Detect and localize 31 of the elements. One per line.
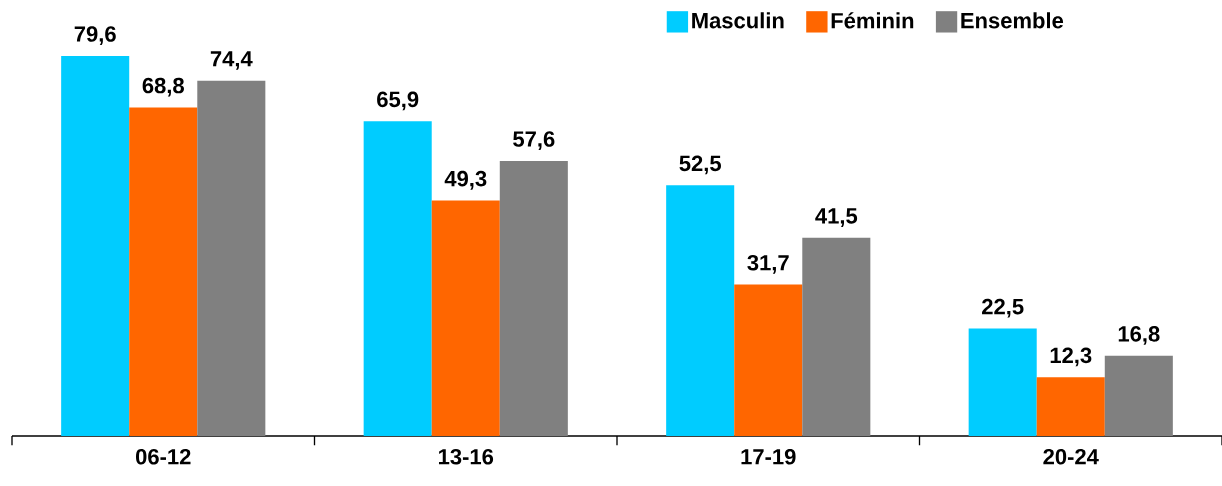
data-label: 79,6 [74,26,116,45]
legend-label: Féminin [831,12,914,29]
data-label: 57,6 [513,131,555,151]
data-label: 74,4 [210,51,253,70]
x-tick-label: 17-19 [741,448,796,465]
bar [1104,355,1173,436]
bar [734,284,803,436]
bar [666,185,735,436]
data-label: 22,5 [982,298,1024,318]
data-label: 68,8 [142,77,184,97]
bar [1036,377,1105,436]
data-label: 31,7 [747,254,789,274]
bar [129,107,198,436]
bar [363,121,432,436]
x-tick-label: 13-16 [439,448,494,465]
legend-label: Ensemble [961,12,1064,29]
bar [197,80,266,436]
bar [802,237,871,436]
data-label: 52,5 [679,155,721,175]
bar [61,55,130,436]
bar [968,328,1037,436]
data-label: 41,5 [815,208,858,227]
data-label: 12,3 [1050,347,1092,367]
bar [499,160,568,436]
data-label: 16,8 [1118,326,1160,345]
data-label: 65,9 [377,91,419,111]
x-tick-label: 06-12 [135,448,191,465]
legend-label: Masculin [692,12,784,29]
data-label: 49,3 [444,170,487,190]
x-tick-label: 20-24 [1043,448,1099,465]
bar [431,200,500,436]
